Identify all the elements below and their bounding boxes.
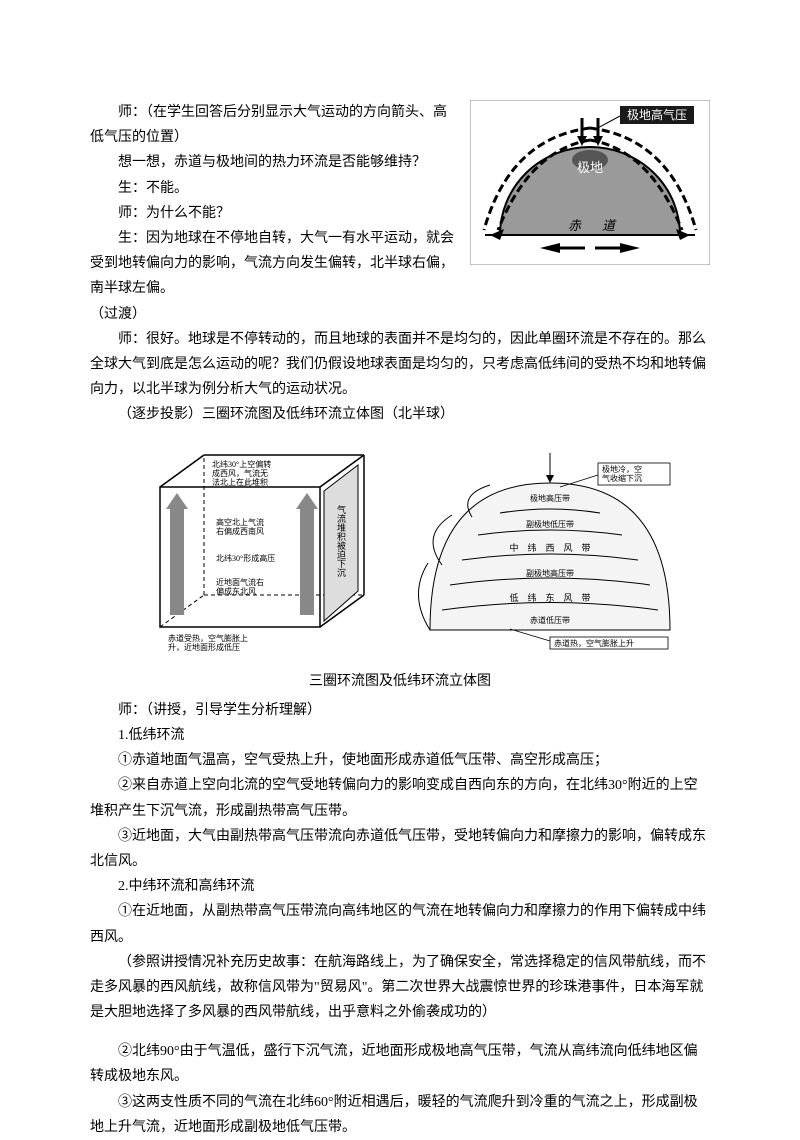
dialogue-p7: 师：很好。地球是不停转动的，而且地球的表面并不是均匀的，因此单圈环流是不存在的。…: [90, 327, 710, 403]
belt-5: 赤道低压带: [530, 615, 570, 625]
lecture-l7: ③这两支性质不同的气流在北纬60°附近相遇后，暖轻的气流爬升到冷重的气流之上，形…: [90, 1090, 710, 1140]
dialogue-p6: （过渡）: [90, 302, 710, 327]
hemisphere-diagram: 极地高气压 极地 赤 道: [470, 100, 710, 265]
tri-circulation-diagram: 气流堆积被迫下沉 北纬30°上空偏转成西风，气流无法北上在此堆积 高空北上气流右…: [90, 435, 710, 664]
polar-center-label: 极地: [577, 160, 603, 175]
box-mid-band: 气流堆积被迫下沉: [336, 504, 346, 578]
box-midlower-label: 北纬30°形成高压: [216, 553, 275, 563]
equator-label-left: 赤: [568, 218, 582, 233]
lecture-l0: 师：（讲授，引导学生分析理解）: [90, 698, 710, 723]
lecture-l4: ①在近地面，从副热带高气压带流向高纬地区的气流在地转偏向力和摩擦力的作用下偏转成…: [90, 899, 710, 949]
lecture-l6: ②北纬90°由于气温低，盛行下沉气流，近地面形成极地高气压带，气流从高纬流向低纬…: [90, 1039, 710, 1089]
lecture-h2: 2.中纬环流和高纬环流: [90, 874, 710, 899]
belt-2: 中 纬 西 风 带: [509, 542, 590, 553]
polar-high-label: 极地高气压: [627, 107, 687, 122]
belt-0: 极地高压带: [530, 493, 570, 503]
belt-3: 副极地高压带: [526, 568, 574, 578]
belt-4: 低 纬 东 风 带: [509, 592, 590, 603]
box-midupper-label: 高空北上气流右偏成西南风: [216, 517, 264, 536]
lecture-l2: ②来自赤道上空向北流的空气受地转偏向力的影响变成自西向东的方向，在北纬30°附近…: [90, 773, 710, 823]
lecture-l1: ①赤道地面气温高，空气受热上升，使地面形成赤道低气压带、高空形成高压；: [90, 748, 710, 773]
globe-bottomnote: 赤道热，空气膨胀上升: [554, 638, 634, 648]
box-bottom-label: 赤道受热，空气膨胀上升，近地面形成低压: [168, 633, 248, 652]
box-top-label: 北纬30°上空偏转成西风，气流无法北上在此堆积: [212, 459, 271, 487]
dialogue-p8: （逐步投影）三圈环流图及低纬环流立体图（北半球）: [90, 402, 710, 427]
globe-topnote: 极地冷，空气收缩下沉: [602, 464, 642, 483]
equator-label-right: 道: [602, 218, 617, 233]
tri-circ-caption: 三圈环流图及低纬环流立体图: [90, 669, 710, 694]
lecture-h1: 1.低纬环流: [90, 723, 710, 748]
lecture-l5: （参照讲授情况补充历史故事：在航海路线上，为了确保安全，常选择稳定的信风带航线，…: [90, 950, 710, 1026]
lecture-l3: ③近地面，大气由副热带高气压带流向赤道低气压带，受地转偏向力和摩擦力的影响，偏转…: [90, 824, 710, 874]
belt-1: 副极地低压带: [526, 519, 574, 529]
